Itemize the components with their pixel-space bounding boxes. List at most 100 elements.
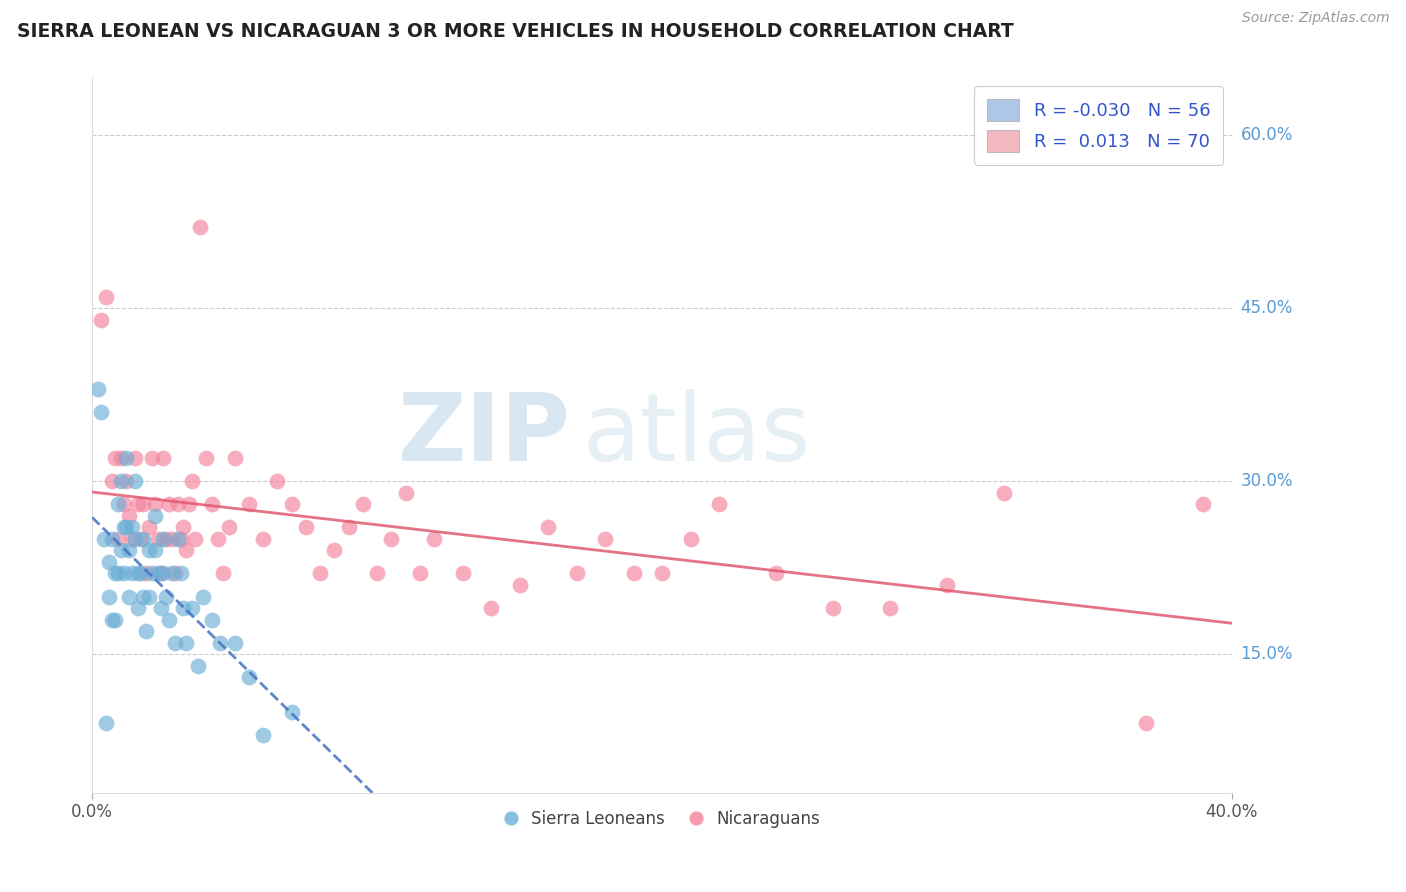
Point xyxy=(138,590,160,604)
Point xyxy=(104,451,127,466)
Point xyxy=(152,451,174,466)
Point xyxy=(224,636,246,650)
Point xyxy=(252,728,274,742)
Point xyxy=(104,566,127,581)
Point xyxy=(157,497,180,511)
Point xyxy=(163,566,186,581)
Point xyxy=(207,532,229,546)
Point xyxy=(180,474,202,488)
Point xyxy=(115,474,138,488)
Point xyxy=(651,566,673,581)
Point xyxy=(104,613,127,627)
Point xyxy=(124,474,146,488)
Point xyxy=(238,497,260,511)
Text: 30.0%: 30.0% xyxy=(1240,472,1294,491)
Point xyxy=(394,485,416,500)
Point xyxy=(166,532,188,546)
Point xyxy=(98,590,121,604)
Point xyxy=(129,532,152,546)
Point xyxy=(163,636,186,650)
Point xyxy=(201,613,224,627)
Point xyxy=(132,532,155,546)
Point xyxy=(1192,497,1215,511)
Point xyxy=(143,497,166,511)
Point xyxy=(90,405,112,419)
Point xyxy=(112,520,135,534)
Point xyxy=(149,566,172,581)
Point xyxy=(166,497,188,511)
Point xyxy=(129,566,152,581)
Text: 45.0%: 45.0% xyxy=(1240,299,1294,318)
Point xyxy=(135,624,157,639)
Point xyxy=(90,312,112,326)
Point xyxy=(141,566,163,581)
Point xyxy=(96,716,118,731)
Point xyxy=(115,451,138,466)
Point xyxy=(110,474,132,488)
Point xyxy=(152,566,174,581)
Point xyxy=(184,532,207,546)
Point xyxy=(451,566,474,581)
Point xyxy=(1135,716,1157,731)
Point xyxy=(157,613,180,627)
Point xyxy=(765,566,787,581)
Point xyxy=(112,497,135,511)
Point xyxy=(212,566,235,581)
Point xyxy=(87,382,110,396)
Text: ZIP: ZIP xyxy=(398,389,571,481)
Point xyxy=(174,636,197,650)
Point xyxy=(124,451,146,466)
Point xyxy=(238,670,260,684)
Point xyxy=(821,601,844,615)
Text: atlas: atlas xyxy=(582,389,810,481)
Point xyxy=(98,555,121,569)
Point xyxy=(135,566,157,581)
Point xyxy=(124,532,146,546)
Point xyxy=(93,532,115,546)
Text: SIERRA LEONEAN VS NICARAGUAN 3 OR MORE VEHICLES IN HOUSEHOLD CORRELATION CHART: SIERRA LEONEAN VS NICARAGUAN 3 OR MORE V… xyxy=(17,22,1014,41)
Point xyxy=(155,532,177,546)
Point xyxy=(118,590,141,604)
Point xyxy=(160,566,183,581)
Point xyxy=(224,451,246,466)
Text: 15.0%: 15.0% xyxy=(1240,645,1294,664)
Point xyxy=(127,497,149,511)
Point xyxy=(141,451,163,466)
Point xyxy=(187,658,209,673)
Point xyxy=(107,532,129,546)
Point xyxy=(155,590,177,604)
Point xyxy=(479,601,502,615)
Point xyxy=(879,601,901,615)
Point xyxy=(96,290,118,304)
Point xyxy=(143,543,166,558)
Point xyxy=(295,520,318,534)
Point xyxy=(309,566,332,581)
Point xyxy=(152,532,174,546)
Point xyxy=(101,474,124,488)
Point xyxy=(169,532,191,546)
Point xyxy=(323,543,346,558)
Point xyxy=(190,220,212,235)
Point xyxy=(679,532,702,546)
Point xyxy=(121,566,143,581)
Point xyxy=(993,485,1015,500)
Point xyxy=(174,543,197,558)
Point xyxy=(169,566,191,581)
Point xyxy=(337,520,360,534)
Point xyxy=(146,532,169,546)
Point xyxy=(146,566,169,581)
Point xyxy=(707,497,730,511)
Point xyxy=(172,601,194,615)
Point xyxy=(110,451,132,466)
Point xyxy=(509,578,531,592)
Point xyxy=(593,532,616,546)
Point xyxy=(118,543,141,558)
Legend: Sierra Leoneans, Nicaraguans: Sierra Leoneans, Nicaraguans xyxy=(498,803,827,834)
Point xyxy=(110,543,132,558)
Point xyxy=(160,532,183,546)
Text: 60.0%: 60.0% xyxy=(1240,126,1294,145)
Text: Source: ZipAtlas.com: Source: ZipAtlas.com xyxy=(1241,11,1389,25)
Point xyxy=(115,520,138,534)
Point xyxy=(936,578,959,592)
Point xyxy=(138,543,160,558)
